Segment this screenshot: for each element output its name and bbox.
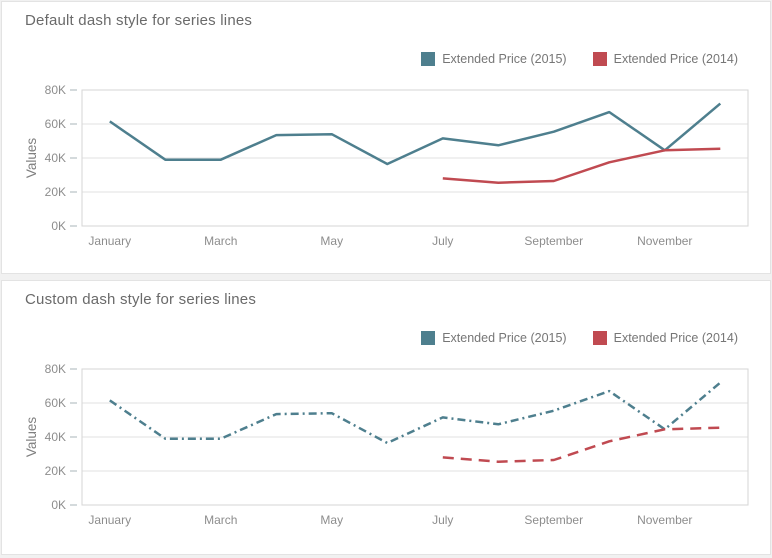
legend-label-2014: Extended Price (2014) — [613, 52, 738, 66]
legend-swatch-2014-icon — [592, 331, 607, 345]
x-tick-label: January — [88, 513, 131, 527]
legend-item-extended-price-2014: Extended Price (2014) — [592, 331, 738, 345]
series-line-2015 — [109, 102, 722, 166]
chart-title-default-dash: Default dash style for series lines — [25, 12, 253, 29]
y-tick-label: 0K — [51, 498, 66, 512]
x-tick-label: January — [88, 234, 131, 248]
x-tick-label: July — [432, 234, 453, 248]
legend-label-2015: Extended Price (2015) — [442, 331, 567, 345]
y-axis-title: Values — [24, 417, 39, 458]
x-tick-label: May — [320, 234, 343, 248]
legend-default-dash: Extended Price (2015) Extended Price (20… — [421, 52, 738, 66]
legend-item-extended-price-2014: Extended Price (2014) — [592, 52, 738, 66]
y-tick-label: 20K — [45, 185, 66, 199]
y-tick-label: 80K — [45, 83, 66, 97]
legend-label-2014: Extended Price (2014) — [613, 331, 738, 345]
y-tick-label: 60K — [45, 117, 66, 131]
panel-default-dash: Default dash style for series lines Exte… — [1, 1, 771, 274]
legend-item-extended-price-2015: Extended Price (2015) — [421, 331, 567, 345]
y-tick-label: 0K — [51, 219, 66, 233]
plot-area-border — [81, 89, 749, 227]
x-tick-label: July — [432, 513, 453, 527]
x-tick-label: November — [637, 513, 692, 527]
y-tick-label: 40K — [45, 430, 66, 444]
x-tick-label: September — [524, 234, 583, 248]
series-line-2015 — [109, 381, 722, 445]
y-tick-label: 60K — [45, 396, 66, 410]
legend-swatch-2014-icon — [592, 52, 607, 66]
legend-item-extended-price-2015: Extended Price (2015) — [421, 52, 567, 66]
series-line-2014 — [442, 147, 721, 184]
x-tick-label: November — [637, 234, 692, 248]
legend-label-2015: Extended Price (2015) — [442, 52, 567, 66]
x-tick-label: September — [524, 513, 583, 527]
y-tick-label: 20K — [45, 464, 66, 478]
line-chart-default-dash: 0K 20K 40K 60K 80K January March May July Septemb… — [24, 83, 749, 248]
line-chart-custom-dash: 0K 20K 40K 60K 80K January March May July Septemb… — [24, 362, 749, 527]
series-line-2014 — [442, 426, 721, 463]
x-tick-label: May — [320, 513, 343, 527]
y-tick-label: 80K — [45, 362, 66, 376]
x-tick-label: March — [204, 513, 237, 527]
legend-swatch-2015-icon — [421, 331, 436, 345]
plot-area-border — [81, 368, 749, 506]
panel-custom-dash: Custom dash style for series lines Exten… — [1, 280, 771, 555]
y-tick-label: 40K — [45, 151, 66, 165]
chart-title-custom-dash: Custom dash style for series lines — [25, 291, 257, 308]
legend-swatch-2015-icon — [421, 52, 436, 66]
legend-custom-dash: Extended Price (2015) Extended Price (20… — [421, 331, 738, 345]
x-tick-label: March — [204, 234, 237, 248]
y-axis-title: Values — [24, 138, 39, 179]
